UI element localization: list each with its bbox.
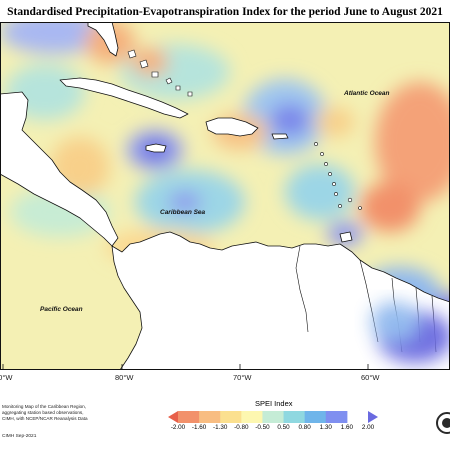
guianas-anomaly	[371, 302, 450, 363]
spei-map: Atlantic Ocean Caribbean Sea Pacific Oce…	[0, 22, 450, 370]
caribbean-sea-label: Caribbean Sea	[160, 209, 206, 216]
legend-tick-label: -1.60	[191, 424, 207, 431]
land-bahamas	[127, 49, 193, 97]
legend-tick-label: 1.30	[319, 424, 332, 431]
longitude-ticks	[2, 364, 369, 370]
legend-swatch	[220, 411, 242, 423]
anomaly-east-atlantic-2	[360, 182, 420, 232]
land-puerto-rico	[271, 133, 289, 140]
legend-swatch	[262, 411, 285, 423]
footnote: Monitoring Map of the Caribbean Region, …	[2, 404, 112, 422]
land-jamaica	[145, 143, 167, 153]
pacific-ocean-label: Pacific Ocean	[40, 306, 83, 313]
legend-swatch	[304, 411, 327, 423]
land-cuba	[59, 77, 189, 119]
legend-swatch	[241, 411, 263, 423]
cimh-logo	[436, 412, 450, 434]
legend-title: SPEI Index	[255, 399, 293, 408]
longitude-label-90w: 90°W	[0, 373, 13, 382]
anomaly-east-caribbean	[285, 164, 355, 220]
anomaly-caribbean-core	[169, 192, 201, 212]
legend-ticks: -2.00 -1.60 -1.30 -0.80 -0.50 0.50 0.80 1.30 1.6…	[168, 424, 378, 436]
legend-tick-label: -2.00	[170, 424, 186, 431]
legend-swatch	[199, 411, 221, 423]
land-trinidad	[339, 231, 353, 243]
legend-arrow-low	[168, 411, 178, 423]
land-central-america	[0, 91, 119, 247]
anomaly-lesser-antilles	[315, 107, 355, 137]
legend-tick-label: 0.80	[298, 424, 311, 431]
longitude-label-80w: 80°W	[115, 373, 134, 382]
footnote-line: CIMH, with NCEP/NCAR Reanalysis Data	[2, 416, 88, 421]
anomaly-gulf-north	[0, 22, 110, 54]
legend-tick-label: 1.60	[340, 424, 354, 431]
legend-swatch	[325, 411, 348, 423]
legend-tick-label: 0.50	[277, 424, 290, 431]
anomaly-bahamas-warm	[132, 48, 168, 76]
land-hispaniola	[205, 117, 259, 137]
anomaly-east-atlantic	[375, 82, 450, 202]
credit-text: CIMH Sep-2021	[2, 434, 37, 439]
atlantic-ocean-label: Atlantic Ocean	[343, 90, 390, 97]
land-south-america	[111, 231, 450, 370]
legend-tick-label: -0.80	[234, 424, 249, 431]
legend-tick-label: -0.50	[255, 424, 270, 431]
land-florida	[87, 22, 119, 57]
map-title: Standardised Precipitation-Evapotranspir…	[7, 6, 443, 18]
legend-arrow-high	[368, 411, 378, 423]
footnote-line: Monitoring Map of the Caribbean Region,	[2, 404, 87, 409]
land-lesser-antilles	[314, 142, 362, 210]
anomaly-central-atlantic-core	[270, 104, 310, 136]
legend-swatch	[283, 411, 306, 423]
land	[0, 22, 450, 370]
legend-colorbar	[168, 411, 378, 423]
anomaly-bahamas	[120, 44, 230, 100]
longitude-label-60w: 60°W	[361, 373, 380, 382]
footnote-line: aggregating station based observations,	[2, 410, 84, 415]
legend-tick-label: 2.00	[361, 424, 375, 431]
longitude-label-70w: 70°W	[233, 373, 252, 382]
legend-swatch	[178, 411, 200, 423]
legend-tick-label: -1.30	[213, 424, 228, 431]
